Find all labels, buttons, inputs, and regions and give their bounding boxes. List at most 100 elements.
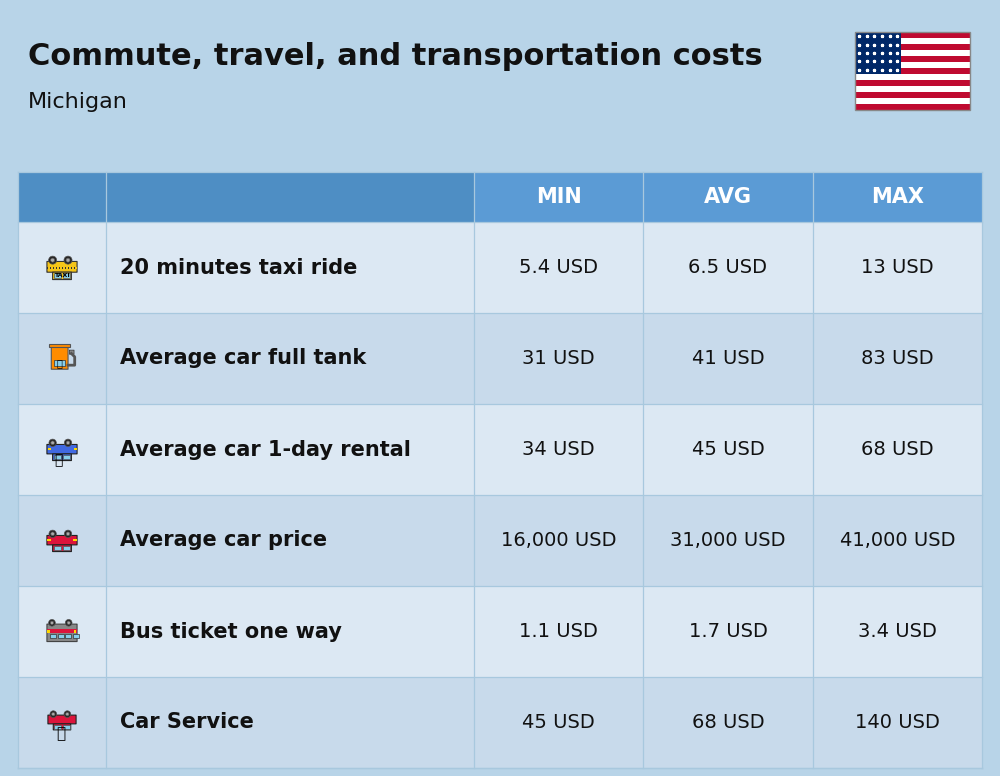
Bar xyxy=(73,633,79,638)
Circle shape xyxy=(66,441,70,445)
Bar xyxy=(63,546,70,550)
Circle shape xyxy=(51,258,55,262)
Circle shape xyxy=(65,619,72,626)
Circle shape xyxy=(50,621,54,625)
Text: TAXI: TAXI xyxy=(54,273,70,279)
Bar xyxy=(48,267,50,268)
Circle shape xyxy=(49,256,57,264)
Text: 31,000 USD: 31,000 USD xyxy=(670,531,786,550)
Bar xyxy=(855,98,970,104)
Text: 🔑: 🔑 xyxy=(54,453,63,467)
Text: 3.4 USD: 3.4 USD xyxy=(858,622,937,641)
Bar xyxy=(54,725,61,729)
Text: 140 USD: 140 USD xyxy=(855,713,940,732)
Bar xyxy=(18,172,982,222)
FancyBboxPatch shape xyxy=(53,454,71,460)
Bar xyxy=(18,172,474,222)
Bar xyxy=(65,633,71,638)
FancyBboxPatch shape xyxy=(47,624,77,642)
Bar xyxy=(69,267,71,268)
Text: MIN: MIN xyxy=(536,187,582,207)
FancyBboxPatch shape xyxy=(53,272,71,279)
Text: 31 USD: 31 USD xyxy=(522,349,595,368)
Bar xyxy=(47,539,51,541)
Text: AVG: AVG xyxy=(704,187,752,207)
FancyBboxPatch shape xyxy=(51,346,68,369)
Text: 68 USD: 68 USD xyxy=(861,440,934,459)
Bar xyxy=(66,267,68,268)
Circle shape xyxy=(49,619,55,626)
Circle shape xyxy=(50,711,57,718)
Text: Car Service: Car Service xyxy=(120,712,254,733)
Bar xyxy=(54,360,65,366)
Bar xyxy=(51,267,53,268)
FancyBboxPatch shape xyxy=(47,262,77,272)
Circle shape xyxy=(49,530,56,538)
Bar xyxy=(855,68,970,74)
Circle shape xyxy=(52,712,55,715)
FancyBboxPatch shape xyxy=(47,535,77,545)
Text: Average car full tank: Average car full tank xyxy=(120,348,366,369)
Text: 🔧: 🔧 xyxy=(56,726,65,741)
Bar xyxy=(49,345,70,347)
Circle shape xyxy=(64,530,72,538)
Bar xyxy=(54,455,61,459)
Text: 1.1 USD: 1.1 USD xyxy=(519,622,598,641)
FancyBboxPatch shape xyxy=(53,545,71,552)
Text: Average car 1-day rental: Average car 1-day rental xyxy=(120,439,411,459)
Bar xyxy=(57,267,59,268)
Bar xyxy=(58,633,64,638)
Text: 5.4 USD: 5.4 USD xyxy=(519,258,598,277)
Bar xyxy=(855,56,970,62)
Bar xyxy=(18,404,982,495)
Circle shape xyxy=(66,258,70,262)
FancyBboxPatch shape xyxy=(53,724,71,730)
Text: 💧: 💧 xyxy=(57,359,63,368)
Text: 34 USD: 34 USD xyxy=(522,440,595,459)
Bar xyxy=(50,633,56,638)
Text: Commute, travel, and transportation costs: Commute, travel, and transportation cost… xyxy=(28,42,763,71)
Bar xyxy=(855,32,901,74)
Circle shape xyxy=(67,621,70,625)
Bar xyxy=(74,448,77,450)
Text: 45 USD: 45 USD xyxy=(692,440,764,459)
Bar xyxy=(47,267,77,268)
Bar xyxy=(18,313,982,404)
Bar xyxy=(63,725,70,729)
Circle shape xyxy=(51,532,54,535)
Text: Bus ticket one way: Bus ticket one way xyxy=(120,622,342,642)
Bar xyxy=(54,546,61,550)
Text: 1.7 USD: 1.7 USD xyxy=(689,622,767,641)
Bar xyxy=(54,273,61,279)
Circle shape xyxy=(49,439,56,446)
Text: 83 USD: 83 USD xyxy=(861,349,934,368)
Text: 45 USD: 45 USD xyxy=(522,713,595,732)
Bar xyxy=(855,50,970,56)
Bar xyxy=(18,677,982,768)
Bar xyxy=(855,86,970,92)
Text: 13 USD: 13 USD xyxy=(861,258,934,277)
Circle shape xyxy=(64,256,72,264)
Bar xyxy=(63,267,65,268)
Bar xyxy=(855,38,970,44)
FancyBboxPatch shape xyxy=(69,350,74,354)
Text: 68 USD: 68 USD xyxy=(692,713,764,732)
Bar xyxy=(60,267,62,268)
Bar xyxy=(72,267,74,268)
Bar xyxy=(855,32,970,110)
Bar xyxy=(63,273,70,279)
Bar xyxy=(75,267,77,268)
Bar xyxy=(18,586,982,677)
Bar xyxy=(855,92,970,98)
Circle shape xyxy=(64,439,72,446)
Bar xyxy=(855,62,970,68)
Bar xyxy=(18,222,982,313)
Text: 20 minutes taxi ride: 20 minutes taxi ride xyxy=(120,258,357,278)
Circle shape xyxy=(64,711,71,718)
Bar xyxy=(54,267,56,268)
Text: MAX: MAX xyxy=(871,187,924,207)
Bar xyxy=(855,32,970,38)
Bar xyxy=(18,495,982,586)
Text: 41 USD: 41 USD xyxy=(692,349,764,368)
Text: 41,000 USD: 41,000 USD xyxy=(840,531,955,550)
